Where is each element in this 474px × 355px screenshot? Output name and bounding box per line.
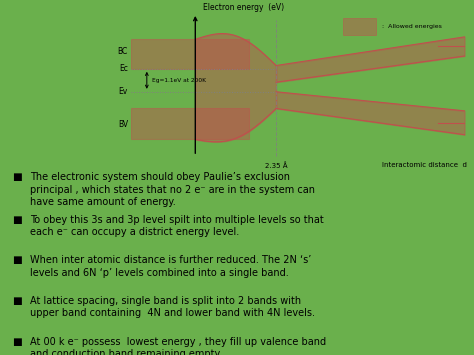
Text: To obey this 3s and 3p level spilt into multiple levels so that
each e⁻ can occu: To obey this 3s and 3p level spilt into …	[30, 215, 324, 237]
Bar	[131, 108, 249, 140]
Text: Eᴄ: Eᴄ	[119, 64, 128, 73]
Text: :  Allowed energies: : Allowed energies	[378, 24, 442, 29]
Text: ■: ■	[12, 215, 21, 225]
Bar	[131, 39, 249, 69]
Text: BV: BV	[118, 120, 128, 129]
Text: BC: BC	[118, 47, 128, 56]
Text: Ev: Ev	[118, 87, 128, 96]
Text: ■: ■	[12, 296, 21, 306]
Text: ■: ■	[12, 337, 21, 347]
Text: At 00 k e⁻ possess  lowest energy , they fill up valence band
and conduction ban: At 00 k e⁻ possess lowest energy , they …	[30, 337, 327, 355]
Bar	[343, 18, 376, 34]
Text: Eg=1.1eV at 200K: Eg=1.1eV at 200K	[152, 78, 206, 83]
Text: ■: ■	[12, 173, 21, 182]
Text: When inter atomic distance is further reduced. The 2N ‘s’
levels and 6N ‘p’ leve: When inter atomic distance is further re…	[30, 256, 312, 278]
Text: 2.35 Å: 2.35 Å	[265, 162, 287, 169]
Text: Interactomic distance  d: Interactomic distance d	[383, 162, 467, 168]
Text: At lattice spacing, single band is split into 2 bands with
upper band containing: At lattice spacing, single band is split…	[30, 296, 315, 318]
Text: Electron energy  (eV): Electron energy (eV)	[203, 2, 284, 12]
Text: The electronic system should obey Paulie’s exclusion
principal , which states th: The electronic system should obey Paulie…	[30, 173, 315, 207]
Text: ■: ■	[12, 256, 21, 266]
